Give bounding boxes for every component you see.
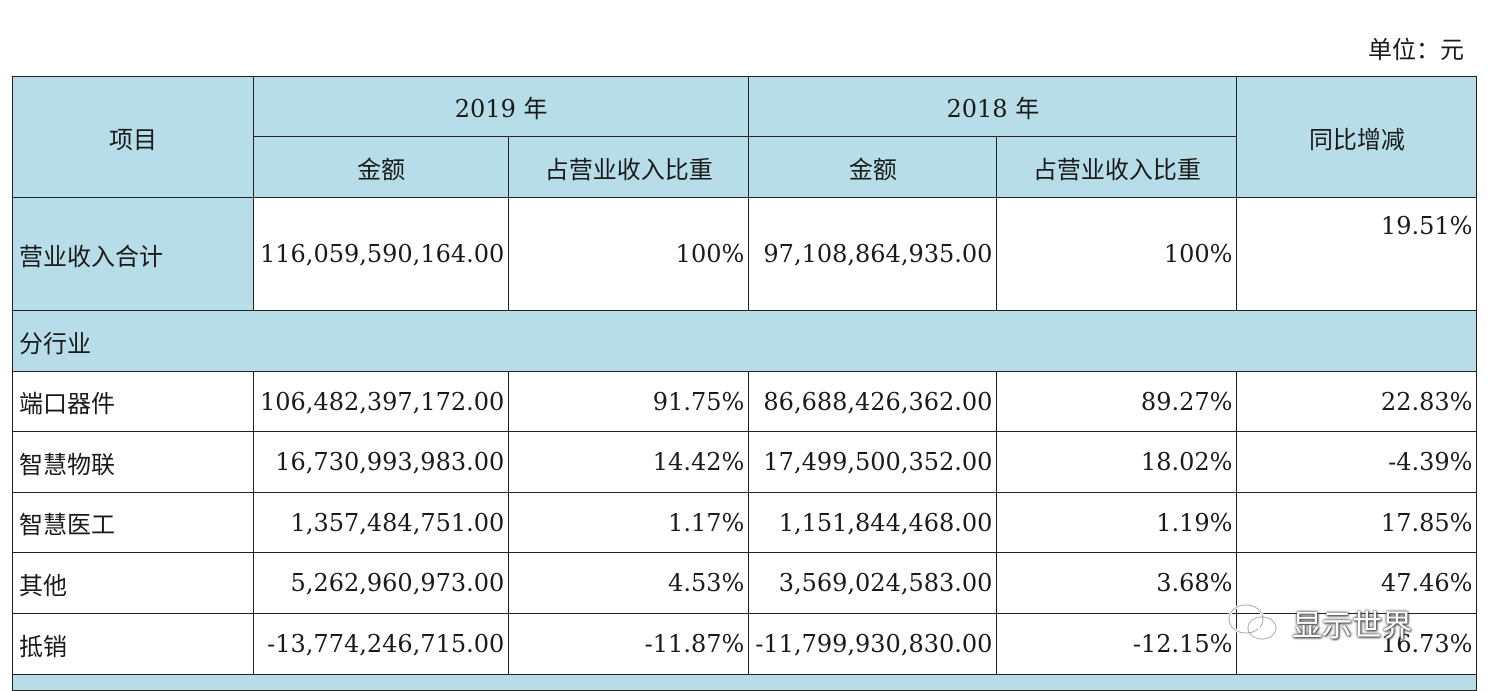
total-yoy: 19.51%: [1236, 197, 1478, 311]
total-label: 营业收入合计: [12, 197, 254, 311]
header-row-columns: 金额 占营业收入比重 金额 占营业收入比重: [13, 136, 1477, 198]
table-row: 智慧医工 1,357,484,751.00 1.17% 1,151,844,46…: [12, 492, 1478, 553]
header-row-years: 项目 2019 年 2018 年 同比增减: [12, 76, 1478, 198]
row-share-2019: 1.17%: [508, 492, 750, 553]
total-row: 营业收入合计 116,059,590,164.00 100% 97,108,86…: [12, 197, 1478, 311]
partial-row-cell: [11, 674, 1478, 691]
header-amount-2018: 金额: [748, 136, 998, 198]
total-share-2018: 100%: [996, 197, 1238, 311]
section-label: 分行业: [11, 310, 1478, 372]
row-share-2018: 3.68%: [996, 552, 1238, 614]
row-amount-2019: 1,357,484,751.00: [252, 492, 510, 553]
row-label: 智慧医工: [12, 492, 254, 553]
row-yoy: -4.39%: [1236, 431, 1478, 493]
revenue-table: 项目 2019 年 2018 年 同比增减 金额 占营业收入比重 金额 占营业收…: [11, 76, 1478, 691]
table-row: 抵销 -13,774,246,715.00 -11.87% -11,799,93…: [12, 613, 1478, 675]
row-yoy: 47.46%: [1236, 552, 1478, 614]
row-share-2018: -12.15%: [996, 613, 1238, 675]
row-share-2019: -11.87%: [508, 613, 750, 675]
row-share-2019: 14.42%: [508, 431, 750, 493]
section-row: 分行业: [11, 310, 1478, 372]
header-amount-2019: 金额: [252, 136, 510, 198]
row-amount-2018: 1,151,844,468.00: [748, 492, 998, 553]
row-yoy: 17.85%: [1236, 492, 1478, 553]
table-row: 其他 5,262,960,973.00 4.53% 3,569,024,583.…: [12, 552, 1478, 614]
row-label: 抵销: [12, 613, 254, 675]
row-amount-2018: 3,569,024,583.00: [748, 552, 998, 614]
row-amount-2018: 86,688,426,362.00: [748, 371, 998, 432]
row-amount-2019: 5,262,960,973.00: [252, 552, 510, 614]
header-year-2018: 2018 年: [748, 76, 1238, 137]
row-share-2019: 4.53%: [508, 552, 750, 614]
table-row: 智慧物联 16,730,993,983.00 14.42% 17,499,500…: [12, 431, 1478, 493]
row-amount-2019: 106,482,397,172.00: [252, 371, 510, 432]
row-share-2018: 89.27%: [996, 371, 1238, 432]
watermark: 显示世界: [1226, 600, 1412, 646]
row-share-2018: 1.19%: [996, 492, 1238, 553]
partial-row: [11, 674, 1478, 691]
watermark-text: 显示世界: [1292, 609, 1412, 644]
row-label: 其他: [12, 552, 254, 614]
wechat-icon: [1226, 601, 1282, 645]
table-row: 端口器件 106,482,397,172.00 91.75% 86,688,42…: [12, 371, 1478, 432]
row-amount-2018: -11,799,930,830.00: [748, 613, 998, 675]
row-yoy: 16.73%: [1236, 613, 1478, 675]
total-amount-2019: 116,059,590,164.00: [252, 197, 510, 311]
row-label: 端口器件: [12, 371, 254, 432]
row-share-2019: 91.75%: [508, 371, 750, 432]
row-label: 智慧物联: [12, 431, 254, 493]
row-amount-2018: 17,499,500,352.00: [748, 431, 998, 493]
row-amount-2019: -13,774,246,715.00: [252, 613, 510, 675]
header-share-2018: 占营业收入比重: [996, 136, 1238, 198]
header-item: 项目: [12, 76, 254, 198]
header-year-2019: 2019 年: [252, 76, 750, 137]
row-amount-2019: 16,730,993,983.00: [252, 431, 510, 493]
unit-label: 单位：元: [1368, 36, 1464, 64]
row-share-2018: 18.02%: [996, 431, 1238, 493]
total-share-2019: 100%: [508, 197, 750, 311]
row-yoy: 22.83%: [1236, 371, 1478, 432]
header-share-2019: 占营业收入比重: [508, 136, 750, 198]
total-amount-2018: 97,108,864,935.00: [748, 197, 998, 311]
header-yoy: 同比增减: [1236, 76, 1478, 198]
